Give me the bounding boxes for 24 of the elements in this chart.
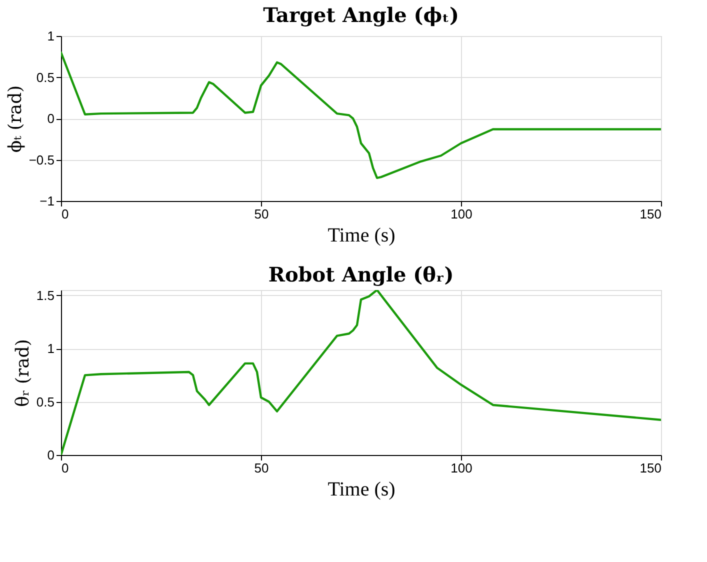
chart-title: Robot Angle (θᵣ): [268, 262, 454, 286]
x-tick-label: 150: [640, 460, 662, 476]
x-axis-title: Time (s): [328, 224, 396, 246]
y-tick-label: 0.5: [36, 70, 54, 85]
x-tick-label: 100: [450, 460, 472, 476]
line-series: [61, 51, 661, 179]
y-tick-label: −1: [40, 194, 54, 208]
x-tick-label: 50: [254, 460, 269, 476]
x-tick-label: 0: [62, 460, 69, 476]
y-axis-title: θᵣ (rad): [12, 339, 34, 407]
y-tick-label: 0: [47, 448, 54, 462]
y-tick-label: 1: [47, 28, 54, 44]
y-axis-title: ϕₜ (rad): [4, 85, 26, 153]
y-tick-label: −0.5: [28, 152, 54, 168]
y-tick-label: 1: [47, 341, 54, 356]
x-axis-title: Time (s): [328, 478, 396, 500]
chart-title: Target Angle (ϕₜ): [263, 3, 459, 27]
x-tick-label: 50: [254, 206, 269, 222]
x-tick-label: 0: [62, 206, 69, 222]
y-tick-label: 0.5: [36, 394, 54, 410]
y-tick-label: 0: [47, 111, 54, 126]
x-tick-label: 150: [640, 206, 662, 222]
x-tick-label: 100: [450, 206, 472, 222]
y-tick-label: 1.5: [36, 288, 54, 303]
